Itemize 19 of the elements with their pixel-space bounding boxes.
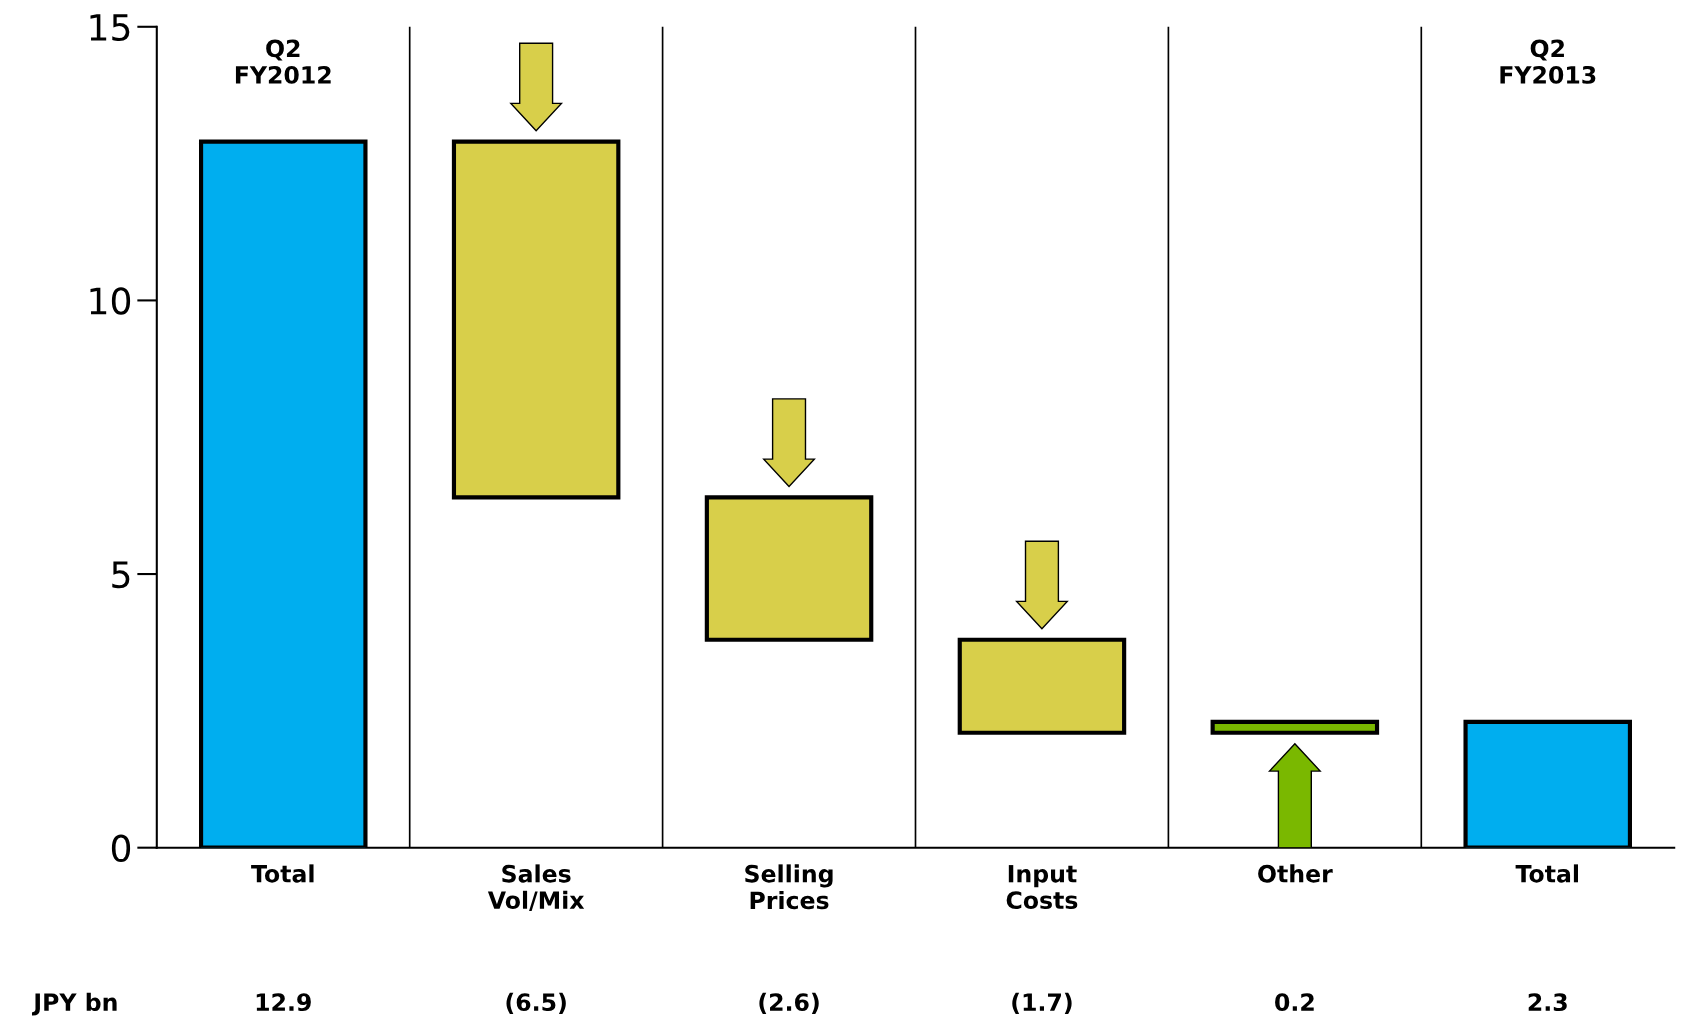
- y-tick-label: 0: [111, 834, 131, 862]
- data-label: (6.5): [506, 992, 566, 1014]
- data-label: 12.9: [256, 993, 311, 1012]
- text: JPY bn: [31, 992, 117, 1016]
- x-tick-label: Selling Prices: [745, 864, 833, 910]
- x-tick-label: Total: [1515, 864, 1579, 883]
- data-label: (1.7): [1012, 992, 1072, 1014]
- data-label: (2.6): [759, 992, 819, 1014]
- y-tick-label: 10: [90, 287, 131, 315]
- x-tick-label: Total: [251, 864, 314, 883]
- data-label: 2.3: [1528, 993, 1567, 1012]
- y-tick-label: 5: [112, 561, 130, 589]
- annotation: Q2 FY2012: [235, 39, 331, 84]
- data-label: 0.2: [1275, 993, 1314, 1012]
- x-tick-label: Sales Vol/Mix: [487, 864, 585, 911]
- y-tick-label: 15: [90, 14, 130, 42]
- x-tick-label: Other: [1258, 864, 1333, 883]
- annotation: Q2 FY2013: [1500, 39, 1596, 84]
- x-tick-label: Input Costs: [1006, 865, 1078, 910]
